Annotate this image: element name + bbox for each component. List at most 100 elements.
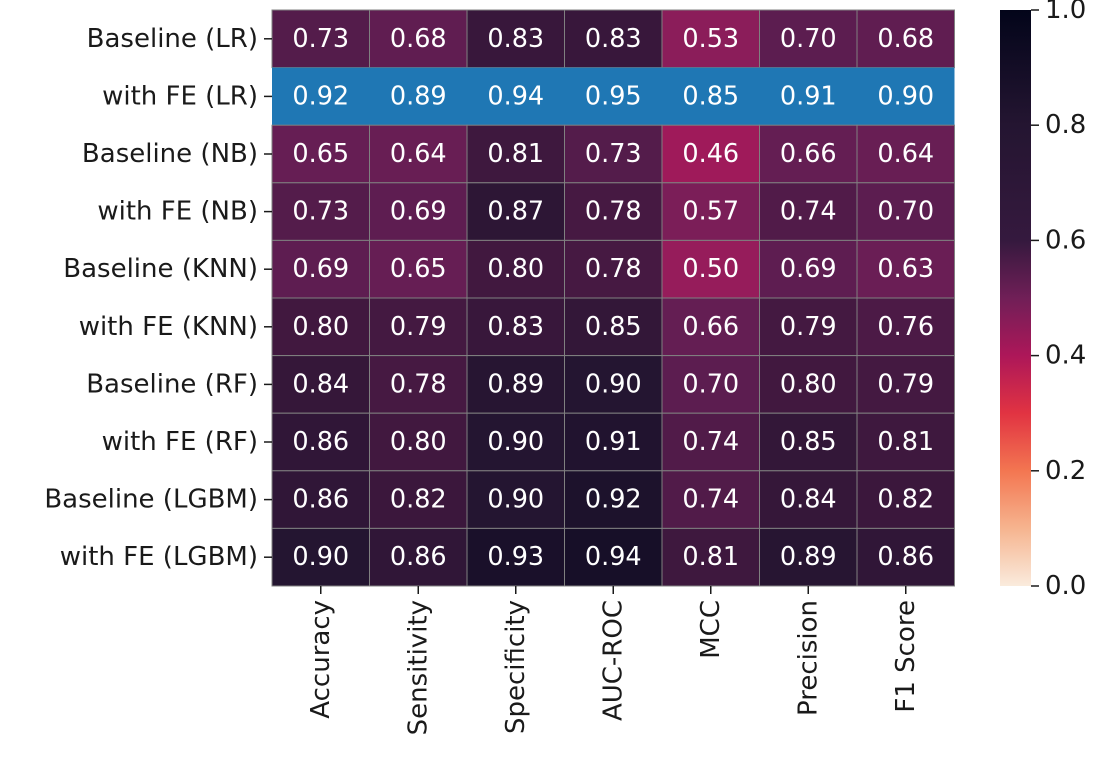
cell-value-label: 0.74 bbox=[780, 197, 837, 227]
heatmap-cell-baseline-knn-mcc bbox=[661, 239, 760, 299]
cell-value-label: 0.81 bbox=[877, 427, 934, 457]
row-label-baseline-nb: Baseline (NB) bbox=[82, 139, 258, 169]
cell-value-label: 0.85 bbox=[682, 81, 739, 111]
cell-value-label: 0.74 bbox=[682, 427, 739, 457]
cell-value-label: 0.69 bbox=[780, 254, 837, 284]
row-label-with-fe-lgbm: with FE (LGBM) bbox=[60, 542, 258, 572]
heatmap-cell-with-fe-knn-specificity bbox=[466, 297, 565, 357]
heatmap-cell-with-fe-rf-specificity bbox=[466, 412, 565, 472]
heatmap-cell-baseline-lr-sensitivity bbox=[369, 9, 468, 69]
row-label-baseline-lr: Baseline (LR) bbox=[87, 24, 258, 54]
cell-value-label: 0.76 bbox=[877, 312, 934, 342]
heatmap-cell-with-fe-knn-f1-score bbox=[856, 297, 955, 357]
cell-value-label: 0.73 bbox=[292, 197, 349, 227]
cell-value-label: 0.90 bbox=[585, 369, 642, 399]
cell-value-label: 0.94 bbox=[585, 542, 642, 572]
heatmap-cell-baseline-rf-accuracy bbox=[271, 355, 370, 414]
heatmap-cell-baseline-lgbm-mcc bbox=[661, 470, 760, 529]
cell-value-label: 0.86 bbox=[292, 427, 349, 457]
cell-value-labels: 0.73 0.68 0.83 0.83 0.53 0.70 0.68 0.92 0.89 0.94… bbox=[292, 24, 934, 572]
cell-value-label: 0.70 bbox=[877, 197, 934, 227]
heatmap-cell-with-fe-lr-specificity bbox=[467, 67, 565, 126]
cell-value-label: 0.84 bbox=[292, 369, 349, 399]
cell-value-label: 0.83 bbox=[585, 24, 642, 54]
cell-value-label: 0.57 bbox=[682, 197, 739, 227]
cell-value-label: 0.95 bbox=[585, 81, 642, 111]
cell-value-label: 0.83 bbox=[487, 312, 544, 342]
heatmap-cell-with-fe-lr-mcc bbox=[662, 67, 760, 126]
heatmap-cell-baseline-nb-auc-roc bbox=[564, 124, 663, 184]
row-label-baseline-rf: Baseline (RF) bbox=[86, 369, 258, 399]
cell-value-label: 0.78 bbox=[390, 369, 447, 399]
column-label-precision: Precision bbox=[793, 600, 823, 716]
row-tick-labels: Baseline (LR) with FE (LR) Baseline (NB) wi… bbox=[44, 24, 272, 572]
row-label-with-fe-nb: with FE (NB) bbox=[97, 197, 258, 227]
heatmap-cell-with-fe-rf-sensitivity bbox=[369, 412, 468, 472]
heatmap-cell-baseline-knn-specificity bbox=[466, 239, 565, 299]
colorbar: 0.0 0.2 0.4 0.6 0.8 1.0 bbox=[1000, 0, 1086, 601]
cell-value-label: 0.91 bbox=[780, 81, 837, 111]
heatmap-cell-with-fe-rf-accuracy bbox=[271, 412, 370, 472]
heatmap-cell-baseline-nb-accuracy bbox=[271, 124, 370, 184]
cell-value-label: 0.50 bbox=[682, 254, 739, 284]
heatmap-cell-baseline-lr-specificity bbox=[466, 9, 565, 69]
heatmap-cell-baseline-nb-sensitivity bbox=[369, 124, 468, 184]
cell-value-label: 0.86 bbox=[292, 485, 349, 515]
heatmap-cell-baseline-rf-mcc bbox=[661, 355, 760, 414]
heatmap-cell-with-fe-rf-f1-score bbox=[856, 412, 955, 472]
heatmap-cell-with-fe-nb-sensitivity bbox=[369, 182, 468, 241]
cell-value-label: 0.79 bbox=[780, 312, 837, 342]
row-label-with-fe-rf: with FE (RF) bbox=[102, 427, 258, 457]
cell-value-label: 0.90 bbox=[487, 427, 544, 457]
cell-value-label: 0.66 bbox=[780, 139, 837, 169]
cell-value-label: 0.89 bbox=[780, 542, 837, 572]
column-label-f1-score: F1 Score bbox=[891, 600, 921, 713]
heatmap-cell-baseline-lgbm-f1-score bbox=[856, 470, 955, 529]
heatmap-cell-baseline-nb-precision bbox=[759, 124, 858, 184]
cell-value-label: 0.92 bbox=[585, 485, 642, 515]
cell-value-label: 0.81 bbox=[682, 542, 739, 572]
heatmap-cell-with-fe-lr-f1-score bbox=[857, 67, 955, 126]
heatmap-cell-with-fe-nb-accuracy bbox=[271, 182, 370, 241]
heatmap-cell-with-fe-lr-accuracy bbox=[272, 67, 370, 126]
heatmap-cell-baseline-lr-auc-roc bbox=[564, 9, 663, 69]
cell-value-label: 0.93 bbox=[487, 542, 544, 572]
cell-value-label: 0.78 bbox=[585, 197, 642, 227]
cell-value-label: 0.86 bbox=[877, 542, 934, 572]
cell-value-label: 0.92 bbox=[292, 81, 349, 111]
cell-value-label: 0.69 bbox=[292, 254, 349, 284]
column-label-accuracy: Accuracy bbox=[306, 600, 336, 719]
heatmap-cell-with-fe-rf-auc-roc bbox=[564, 412, 663, 472]
cell-value-label: 0.80 bbox=[390, 427, 447, 457]
colorbar-tick-label: 0.2 bbox=[1045, 456, 1086, 486]
heatmap-cell-with-fe-lr-sensitivity bbox=[369, 67, 467, 126]
heatmap-cell-baseline-lgbm-sensitivity bbox=[369, 470, 468, 529]
cell-value-label: 0.89 bbox=[390, 81, 447, 111]
cell-value-label: 0.90 bbox=[292, 542, 349, 572]
heatmap-cell-baseline-lgbm-precision bbox=[759, 470, 858, 529]
cell-value-label: 0.82 bbox=[390, 485, 447, 515]
cell-value-label: 0.65 bbox=[390, 254, 447, 284]
heatmap-cell-with-fe-lr-auc-roc bbox=[564, 67, 662, 126]
heatmap-cell-baseline-nb-f1-score bbox=[856, 124, 955, 184]
cell-value-label: 0.84 bbox=[780, 485, 837, 515]
heatmap-cell-baseline-nb-mcc bbox=[661, 124, 760, 184]
cell-value-label: 0.80 bbox=[487, 254, 544, 284]
row-label-baseline-knn: Baseline (KNN) bbox=[63, 254, 258, 284]
heatmap-cell-baseline-knn-sensitivity bbox=[369, 239, 468, 299]
cell-value-label: 0.90 bbox=[877, 81, 934, 111]
cell-value-label: 0.81 bbox=[487, 139, 544, 169]
cell-value-label: 0.94 bbox=[487, 81, 544, 111]
cell-value-label: 0.85 bbox=[780, 427, 837, 457]
heatmap-cell-with-fe-lgbm-specificity bbox=[466, 527, 565, 587]
heatmap-cell-with-fe-lr-precision bbox=[759, 67, 857, 126]
heatmap-cell-with-fe-nb-auc-roc bbox=[564, 182, 663, 241]
cell-value-label: 0.46 bbox=[682, 139, 739, 169]
cell-value-label: 0.83 bbox=[487, 24, 544, 54]
cell-value-label: 0.66 bbox=[682, 312, 739, 342]
cell-value-label: 0.73 bbox=[292, 24, 349, 54]
heatmap-cell-baseline-rf-sensitivity bbox=[369, 355, 468, 414]
cell-value-label: 0.87 bbox=[487, 197, 544, 227]
cell-value-label: 0.68 bbox=[390, 24, 447, 54]
